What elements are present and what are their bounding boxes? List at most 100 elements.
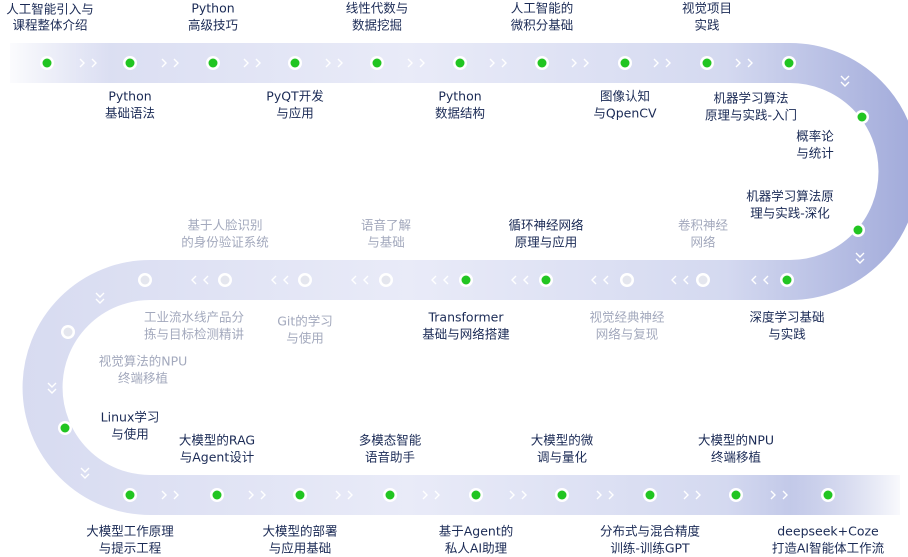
node-label: 与使用 — [286, 331, 324, 346]
node-label: 大模型的部署 — [262, 524, 337, 539]
node-label: 与应用 — [276, 106, 314, 121]
chevron — [95, 298, 105, 304]
node-label: 训练-训练GPT — [610, 541, 690, 556]
node-dot — [471, 490, 481, 500]
chevron — [770, 490, 776, 500]
chevron — [407, 58, 413, 68]
node-label: 多模态智能 — [359, 433, 422, 448]
node-label: 人工智能的 — [511, 1, 574, 16]
node-label: 人工智能引入与 — [6, 2, 94, 17]
chevron — [521, 490, 527, 500]
chevron — [735, 58, 741, 68]
chevron — [747, 58, 753, 68]
chevron — [443, 275, 449, 285]
chevron — [683, 490, 689, 500]
node-label: Python — [438, 89, 481, 104]
node-label: 循环神经网络 — [508, 218, 584, 233]
chevron — [79, 58, 85, 68]
node-label: 与统计 — [796, 146, 834, 161]
node-label: 基础语法 — [105, 106, 155, 121]
node-label: 语音了解 — [361, 218, 411, 233]
chevron — [523, 275, 529, 285]
chevron — [608, 490, 614, 500]
chevron — [763, 275, 769, 285]
chevron — [203, 275, 209, 285]
node-dot — [784, 58, 794, 68]
chevron — [283, 275, 289, 285]
chevron — [243, 58, 249, 68]
chevron — [583, 58, 589, 68]
node-dot — [620, 58, 630, 68]
chevron — [671, 275, 677, 285]
node-dot — [125, 490, 135, 500]
chevron — [271, 275, 277, 285]
node-dot — [853, 225, 863, 235]
node-label: 与提示工程 — [99, 541, 162, 556]
node-label: 与实践 — [768, 327, 806, 342]
node-label: deepseek+Coze — [777, 524, 879, 539]
node-label: Python — [191, 1, 234, 16]
node-label: 视觉算法的NPU — [99, 354, 188, 369]
chevron — [683, 275, 689, 285]
node-label: 的身份验证系统 — [181, 235, 269, 250]
chevron — [865, 162, 875, 168]
node-dot — [381, 275, 391, 285]
node-dot — [372, 58, 382, 68]
node-dot — [823, 490, 833, 500]
chevron — [47, 388, 57, 394]
node-dot — [290, 58, 300, 68]
node-label: 概率论 — [796, 129, 834, 144]
chevron — [591, 275, 597, 285]
node-dot — [698, 275, 708, 285]
node-dot — [42, 58, 52, 68]
chevron — [865, 168, 875, 174]
node-dot — [295, 490, 305, 500]
chevron — [653, 58, 659, 68]
node-label: 网络 — [690, 235, 716, 250]
node-label: 终端移植 — [118, 371, 168, 386]
road-fade — [790, 472, 908, 518]
node-label: 线性代数与 — [346, 1, 409, 16]
chevron — [419, 58, 425, 68]
node-label: 拣与目标检测精讲 — [144, 327, 244, 342]
node-label: 课程整体介绍 — [12, 18, 87, 33]
node-label: 基于Agent的 — [439, 524, 514, 539]
chevron — [335, 490, 341, 500]
chevron — [489, 58, 495, 68]
node-dot — [212, 490, 222, 500]
node-dot — [140, 275, 150, 285]
node-label: 工业流水线产品分 — [144, 310, 244, 325]
chevron — [501, 58, 507, 68]
chevron — [571, 58, 577, 68]
chevron — [80, 473, 90, 479]
node-dot — [782, 275, 792, 285]
chevron — [325, 58, 331, 68]
node-label: 基于人脸识别 — [187, 218, 262, 233]
node-label: 高级技巧 — [188, 18, 238, 33]
node-label: Git的学习 — [277, 314, 333, 329]
chevron — [91, 58, 97, 68]
chevron — [255, 58, 261, 68]
node-dot — [63, 327, 73, 337]
node-label: Python — [108, 89, 151, 104]
node-label: 视觉经典神经 — [589, 310, 665, 325]
chevron — [248, 490, 254, 500]
node-dot — [557, 490, 567, 500]
chevron — [751, 275, 757, 285]
chevron — [260, 490, 266, 500]
node-dot — [622, 275, 632, 285]
node-label: 分布式与混合精度 — [600, 524, 701, 539]
node-dot — [208, 58, 218, 68]
node-label: 图像认知 — [600, 89, 650, 104]
node-label: 语音助手 — [365, 450, 415, 465]
chevron — [603, 275, 609, 285]
node-dot — [702, 58, 712, 68]
chevron — [351, 275, 357, 285]
node-dot — [220, 275, 230, 285]
node-label: 与应用基础 — [269, 541, 332, 556]
chevron — [363, 275, 369, 285]
chevron — [695, 490, 701, 500]
node-dot — [857, 112, 867, 122]
